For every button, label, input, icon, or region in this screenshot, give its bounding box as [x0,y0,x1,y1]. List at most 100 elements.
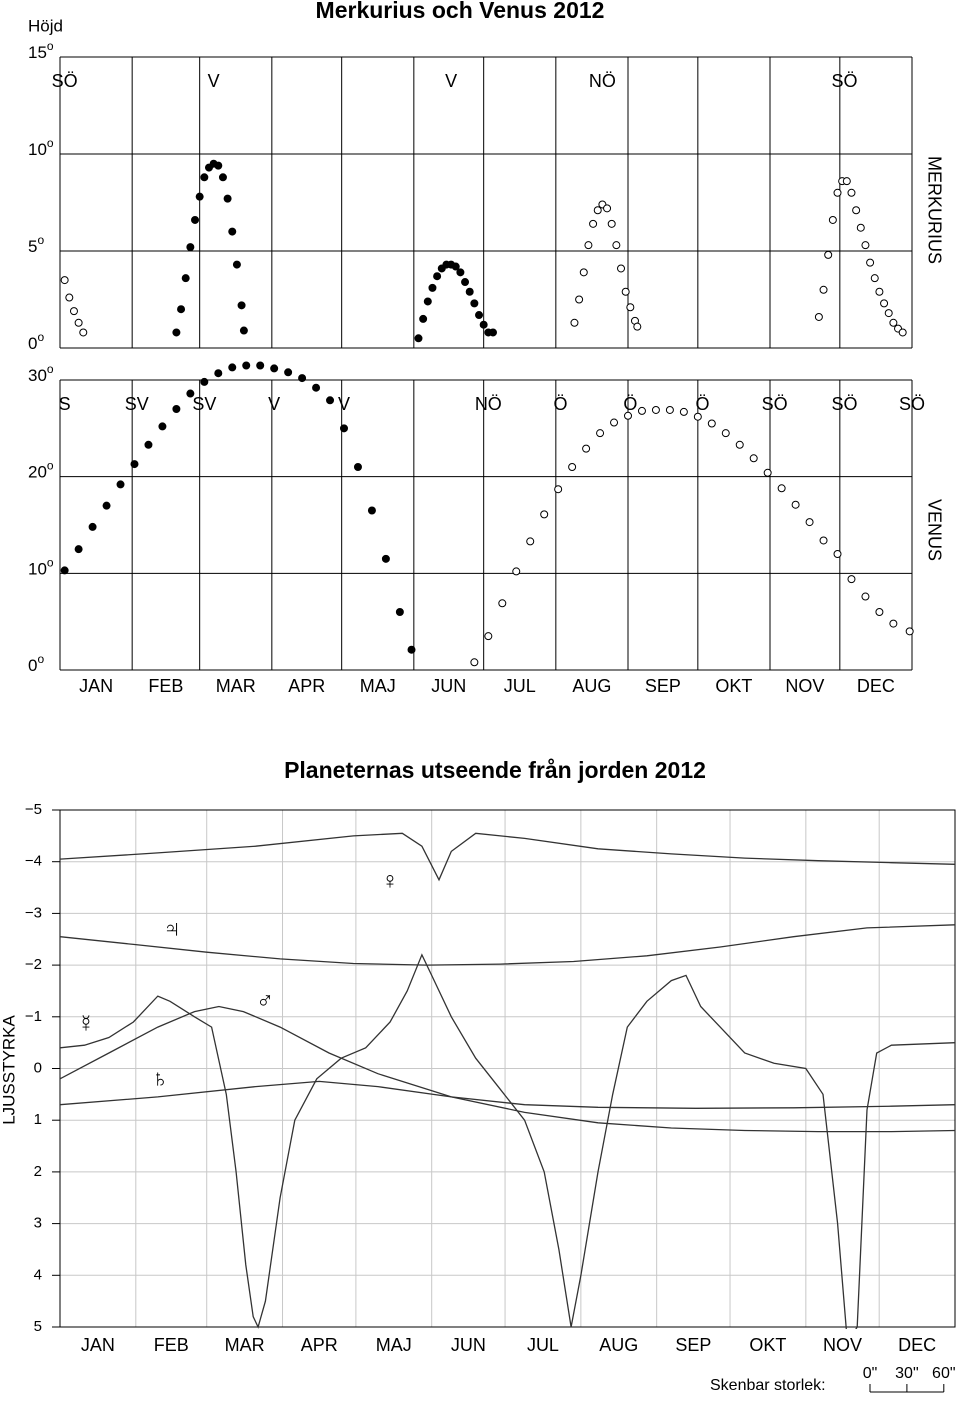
x-tick-label: DEC [898,1335,936,1355]
y-tick-label: 0o [28,330,44,353]
data-point [465,287,474,296]
direction-label: SÖ [831,71,857,91]
direction-label: NÖ [589,71,616,91]
data-point [852,206,861,215]
data-point [228,227,237,236]
data-point [242,361,251,370]
data-point [461,278,470,287]
data-point [735,440,744,449]
data-point [475,311,484,320]
scale-tick-label: 0" [863,1365,878,1382]
data-point [158,422,167,431]
y-tick-label: 0 [34,1059,42,1076]
data-point [414,334,423,343]
data-point [232,260,241,269]
data-point [540,510,549,519]
data-point [584,241,593,250]
data-point [621,287,630,296]
data-point [470,299,479,308]
data-point [847,188,856,197]
direction-label: SÖ [899,394,925,414]
data-point [60,566,69,575]
x-tick-label: SEP [645,676,681,696]
data-point [593,206,602,215]
data-point [610,418,619,427]
series-symbol: ♂ [256,987,274,1014]
data-point [172,328,181,337]
data-point [395,608,404,616]
direction-label: V [445,71,457,91]
brightness-curve [60,1080,955,1109]
data-point [69,307,78,316]
data-point [407,645,416,654]
direction-label: V [268,394,280,414]
data-point [270,364,279,373]
data-point [470,658,479,667]
scale-label: Skenbar storlek: [710,1377,826,1394]
data-point [223,194,232,203]
data-point [824,250,833,259]
data-point [554,485,563,494]
degree-mark: o [37,330,44,344]
data-point [898,328,907,337]
data-point [607,219,616,228]
direction-label: SÖ [762,394,788,414]
data-point [284,368,293,377]
data-point [833,550,842,558]
x-tick-label: OKT [715,676,752,696]
data-point [791,500,800,509]
y-tick-label: 4 [34,1266,42,1283]
data-point [870,274,879,283]
y-axis-label: LJUSSTYRKA [0,1015,18,1125]
data-point [381,554,390,563]
series-symbol: ♃ [163,915,181,942]
brightness-curve [60,832,955,882]
x-tick-label: MAR [216,676,256,696]
data-point [79,328,88,337]
data-point [498,599,507,608]
data-point [889,318,898,327]
data-point [256,361,265,370]
data-point [861,241,870,250]
data-point [419,314,428,323]
data-point [228,363,237,372]
data-point [861,592,870,601]
data-point [866,258,875,267]
data-point [102,501,111,510]
direction-label: NÖ [475,394,502,414]
data-point [570,318,579,327]
y-tick-label: −2 [25,956,42,973]
direction-label: SV [192,394,216,414]
data-point [484,632,493,641]
x-tick-label: JAN [79,676,113,696]
y-tick-value: 0 [28,334,37,353]
data-point [568,463,577,471]
data-point [693,412,702,421]
chart-title: Merkurius och Venus 2012 [316,0,605,23]
y-tick-label: 15o [28,39,54,62]
data-point [603,204,612,213]
x-tick-label: AUG [572,676,611,696]
degree-mark: o [47,556,54,570]
data-point [312,383,321,392]
x-tick-label: AUG [599,1335,638,1355]
plot-frame [59,809,956,1328]
y-tick-label: 30o [28,362,54,385]
data-point [191,215,200,224]
data-point [433,272,442,281]
y-tick-value: 15 [28,43,47,62]
x-tick-label: FEB [148,676,183,696]
data-point [526,537,535,546]
series-symbol: ☿ [77,1010,95,1037]
data-point [172,405,181,413]
data-point [805,518,814,527]
degree-mark: o [37,652,44,666]
side-label: MERKURIUS [924,156,944,264]
y-tick-label: 3 [34,1215,42,1232]
direction-label: S [59,394,71,414]
direction-label: Ö [695,394,709,414]
degree-mark: o [37,233,44,247]
data-point [819,536,828,545]
data-point [186,389,195,398]
data-point [875,287,884,296]
